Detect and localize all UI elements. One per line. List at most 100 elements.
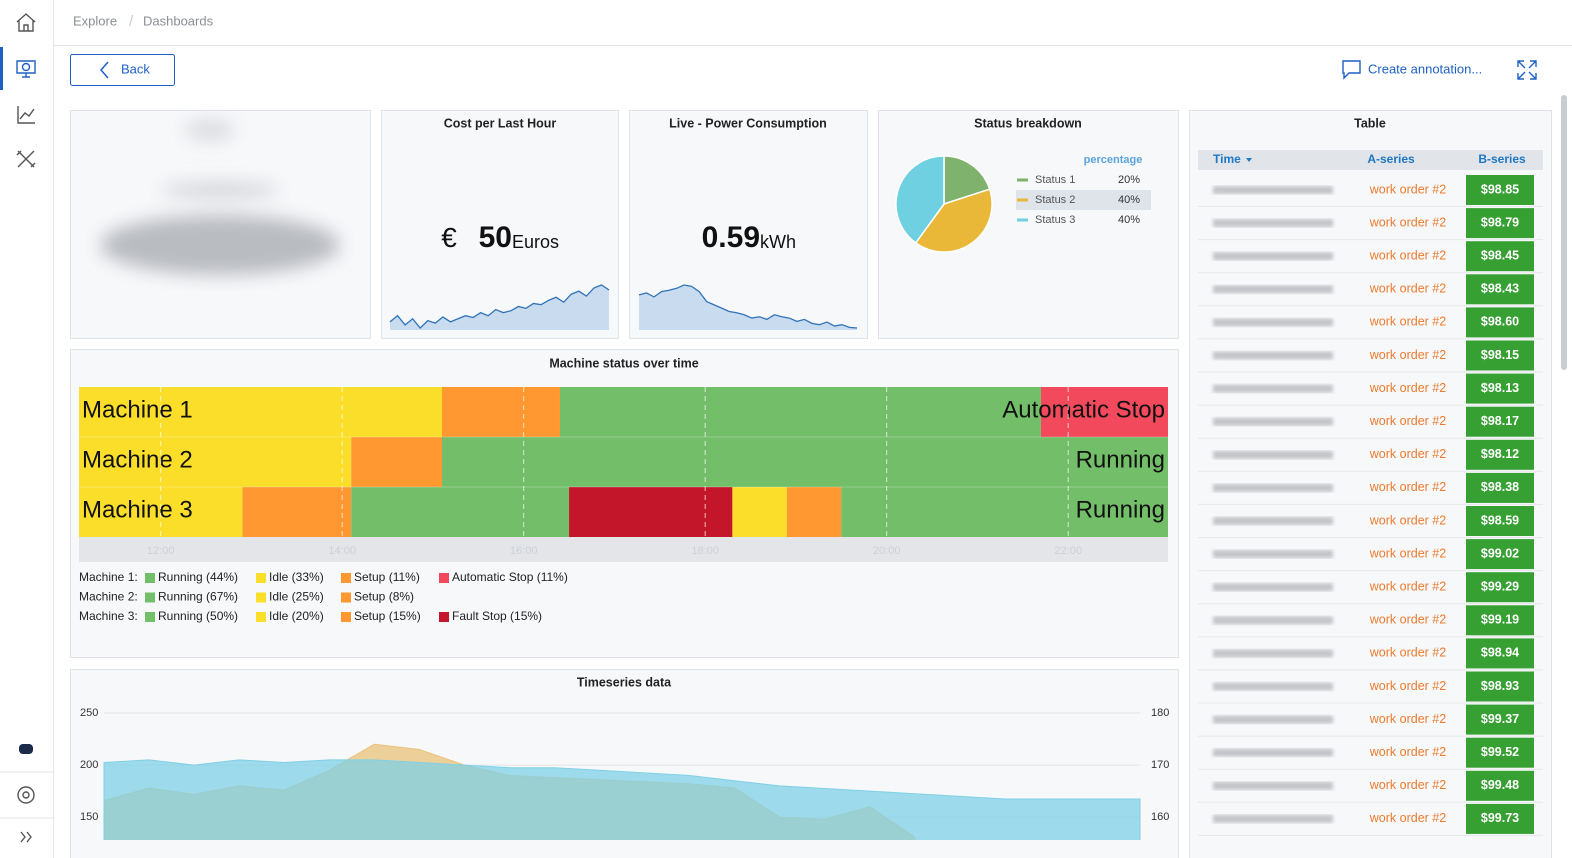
bot-icon[interactable] [19,744,33,754]
legend-label: Idle (20%) [269,609,324,623]
b-series-cell: $98.43 [1481,282,1519,296]
fullscreen-icon[interactable] [1517,60,1537,80]
annotation-link[interactable]: Create annotation... [1368,61,1482,76]
legend-label: Idle (33%) [269,570,324,584]
a-series-cell: work order #2 [1369,248,1446,262]
legend-label: Running (50%) [158,609,238,623]
machine-state: Running [1076,496,1165,523]
a-series-cell: work order #2 [1369,646,1446,660]
status-segment [559,387,1041,437]
b-series-cell-bg [1466,472,1534,503]
blurred-time [1213,450,1333,459]
legend-row-name: Machine 3: [79,609,138,623]
column-header[interactable]: A-series [1367,152,1415,166]
time-axis-band [79,537,1168,562]
b-series-cell-bg [1466,406,1534,437]
a-series-cell: work order #2 [1369,381,1446,395]
home-icon[interactable] [16,13,36,32]
column-header[interactable]: B-series [1478,152,1526,166]
sparkline [389,284,610,329]
b-series-cell-bg [1466,340,1534,371]
back-label: Back [121,61,150,76]
a-series-cell: work order #2 [1369,182,1446,196]
settings-icon[interactable] [17,786,35,804]
y-tick-label: 200 [80,759,98,771]
legend-swatch [256,573,266,583]
panel-title: Cost per Last Hour [444,116,557,130]
b-series-cell-bg [1466,175,1534,205]
y-tick-label: 150 [80,811,98,823]
b-series-cell: $99.29 [1481,579,1519,593]
legend-value: 40% [1118,214,1140,226]
sparkline [638,284,858,329]
a-series-cell: work order #2 [1369,778,1446,792]
b-series-cell-bg [1466,506,1534,536]
blurred-time [1213,814,1333,823]
a-series-cell: work order #2 [1369,282,1446,296]
b-series-cell-bg [1466,704,1534,735]
legend-label: Fault Stop (15%) [452,609,542,623]
legend-highlight [1016,190,1151,210]
machine-name: Machine 1 [82,396,193,423]
stat-value: 0.59 [702,221,760,254]
expand-sidebar-icon[interactable] [20,831,32,843]
blurred-time [1213,616,1333,625]
legend-label: Idle (25%) [269,590,324,604]
status-segment [569,487,733,537]
y-tick-label: 250 [80,707,98,719]
blurred-time [1213,417,1333,426]
machine-name: Machine 3 [82,496,193,523]
a-series-cell: work order #2 [1369,546,1446,560]
pie-slice [914,188,993,253]
b-series-cell-bg [1466,605,1534,636]
plot-area [103,743,1141,840]
b-series-cell: $99.19 [1481,613,1519,627]
status-segment [79,387,442,437]
settings-icon-center [22,791,30,799]
column-header[interactable]: Time [1213,152,1241,166]
chart-icon[interactable] [17,106,35,124]
blurred-time [1213,483,1333,492]
tools-icon[interactable] [16,150,36,168]
status-segment [786,487,842,537]
annotation-icon[interactable] [1342,60,1361,80]
b-series-cell-bg [1466,803,1534,834]
legend-swatch [341,573,351,583]
legend-row-name: Machine 1: [79,570,138,584]
blurred-time [1213,285,1333,294]
a-series-cell: work order #2 [1369,315,1446,329]
status-segment [732,487,787,537]
panel-title: Status breakdown [974,116,1082,130]
b-series-cell: $98.59 [1481,513,1519,527]
pie-slice [943,155,991,206]
b-series-cell-bg [1466,671,1534,702]
b-series-cell-bg [1466,770,1534,801]
stat-value: 50 [479,221,512,254]
status-segment [841,487,1168,537]
stat-unit: kWh [760,232,796,252]
blurred-time [1213,583,1333,592]
blurred-time [1213,715,1333,724]
explore-icon[interactable] [16,60,36,78]
b-series-cell-bg [1466,208,1534,239]
b-series-cell-bg [1466,737,1534,768]
breadcrumb-item[interactable]: Dashboards [143,13,214,28]
x-tick-label: 12:00 [147,545,175,557]
breadcrumb-item[interactable]: Explore [73,13,117,28]
series-area [103,759,1141,840]
x-tick-label: 18:00 [691,545,719,557]
legend-swatch [341,592,351,603]
legend-label: Setup (8%) [354,590,414,604]
x-tick-label: 14:00 [328,545,356,557]
b-series-cell: $98.38 [1481,480,1519,494]
b-series-cell: $99.52 [1481,745,1519,759]
b-series-cell: $98.12 [1481,447,1519,461]
breadcrumb-separator: / [129,13,134,30]
status-segment [1040,387,1168,437]
b-series-cell: $99.48 [1481,778,1519,792]
blurred-time [1213,517,1333,525]
back-button[interactable] [70,54,175,86]
scrollbar[interactable] [1561,95,1567,370]
legend-label: Status 3 [1035,214,1075,226]
